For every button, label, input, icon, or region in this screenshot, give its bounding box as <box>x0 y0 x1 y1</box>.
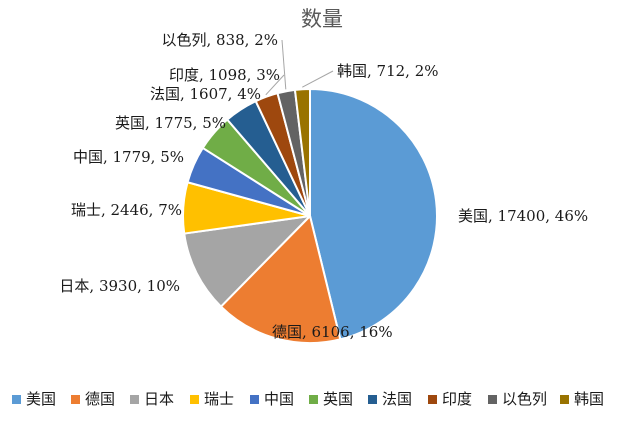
legend-label: 英国 <box>323 390 353 408</box>
legend-swatch <box>190 395 199 404</box>
chart-title: 数量 <box>301 7 343 31</box>
legend-swatch <box>368 395 377 404</box>
pie-slice-2 <box>219 215 342 344</box>
legend-swatch <box>560 395 569 404</box>
data-label-8: 印度, 1098, 3% <box>169 66 280 84</box>
legend-swatch <box>488 395 497 404</box>
legend-item-4: 瑞士 <box>190 390 234 408</box>
data-label-2: 德国, 6106, 16% <box>272 323 393 341</box>
legend-label: 德国 <box>85 390 115 408</box>
legend-label: 日本 <box>144 390 174 408</box>
leader-line-8 <box>265 74 285 96</box>
data-label-5: 中国, 1779, 5% <box>73 148 184 166</box>
pie-slice-1 <box>309 88 438 341</box>
legend-item-10: 韩国 <box>560 390 604 408</box>
leader-lines <box>265 39 334 96</box>
legend-label: 法国 <box>382 390 412 408</box>
legend-item-2: 德国 <box>71 390 115 408</box>
legend-item-5: 中国 <box>250 390 294 408</box>
legend-label: 中国 <box>264 390 294 408</box>
legend-item-3: 日本 <box>130 390 174 408</box>
data-label-4: 瑞士, 2446, 7% <box>71 201 182 219</box>
leader-line-10 <box>302 70 334 88</box>
legend-item-1: 美国 <box>12 390 56 408</box>
legend-label: 以色列 <box>502 390 547 408</box>
legend-label: 美国 <box>26 390 56 408</box>
legend-item-7: 法国 <box>368 390 412 408</box>
legend-label: 印度 <box>442 390 472 408</box>
legend-item-8: 印度 <box>428 390 472 408</box>
legend-label: 韩国 <box>574 390 604 408</box>
leader-line-9 <box>281 39 287 90</box>
data-label-10: 韩国, 712, 2% <box>337 62 439 80</box>
legend-swatch <box>130 395 139 404</box>
pie-slices <box>182 87 438 344</box>
data-label-7: 法国, 1607, 4% <box>150 85 261 103</box>
legend-swatch <box>428 395 437 404</box>
pie-slice-3 <box>183 215 311 308</box>
legend-swatch <box>250 395 259 404</box>
data-label-9: 以色列, 838, 2% <box>162 31 279 49</box>
legend-item-6: 英国 <box>309 390 353 408</box>
data-label-1: 美国, 17400, 46% <box>458 207 588 225</box>
data-label-6: 英国, 1775, 5% <box>115 114 226 132</box>
legend-swatch <box>309 395 318 404</box>
data-label-3: 日本, 3930, 10% <box>59 277 180 295</box>
legend-item-9: 以色列 <box>488 390 547 408</box>
data-labels: 美国, 17400, 46% 德国, 6106, 16% 日本, 3930, 10%… <box>59 31 588 341</box>
pie-slice-10 <box>293 87 311 217</box>
legend-swatch <box>71 395 80 404</box>
chart-legend: 美国 德国 日本 瑞士 中国 英国 法国 印度 以色列 韩国 <box>12 390 604 408</box>
legend-swatch <box>12 395 21 404</box>
legend-label: 瑞士 <box>204 390 234 408</box>
